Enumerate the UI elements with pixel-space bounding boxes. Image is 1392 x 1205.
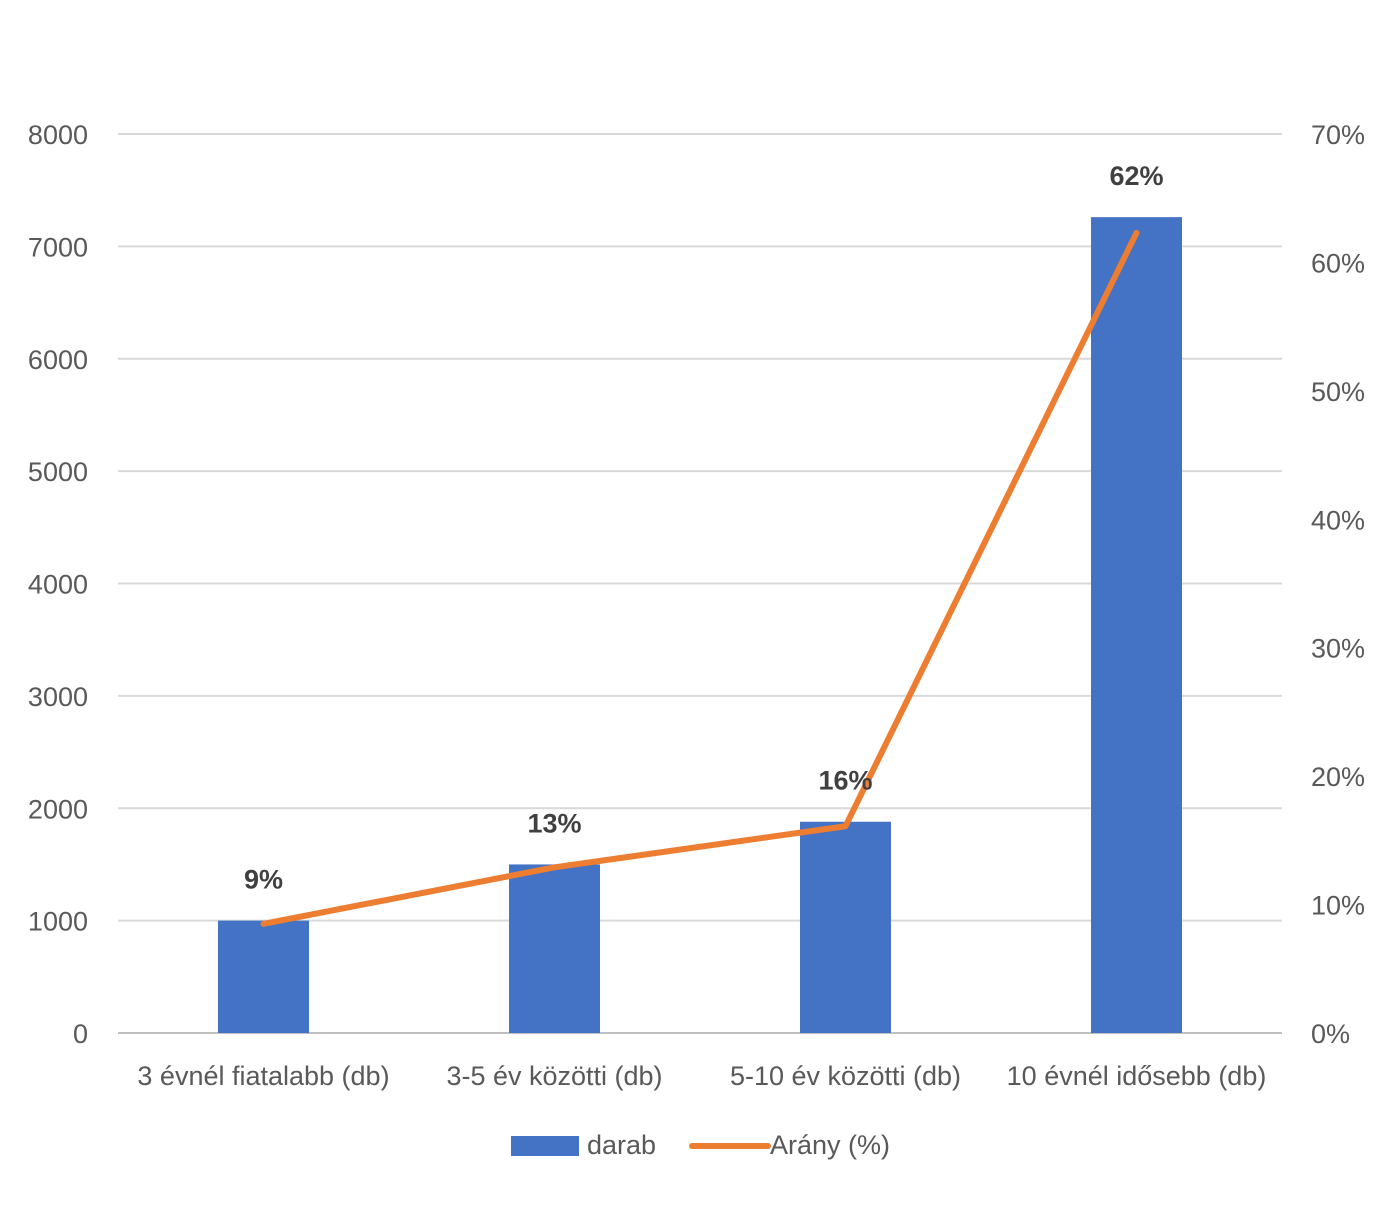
legend-label-darab: darab — [587, 1130, 656, 1160]
bar — [800, 822, 891, 1033]
x-category-label: 5-10 év közötti (db) — [730, 1061, 961, 1091]
right-y-axis: 0% 10% 20% 30% 40% 50% 60% 70% — [1311, 120, 1365, 1049]
bar — [1091, 217, 1182, 1033]
left-tick-label: 1000 — [28, 907, 88, 937]
data-labels: 9% 13% 16% 62% — [244, 161, 1164, 894]
line-arany — [264, 233, 1137, 924]
bar-series — [218, 217, 1182, 1033]
data-label: 62% — [1109, 161, 1163, 191]
left-tick-label: 4000 — [28, 570, 88, 600]
legend: darab Arány (%) — [511, 1130, 890, 1160]
x-category-label: 3 évnél fiatalabb (db) — [137, 1061, 389, 1091]
right-tick-label: 50% — [1311, 377, 1365, 407]
right-tick-label: 70% — [1311, 120, 1365, 150]
left-y-axis: 0 1000 2000 3000 4000 5000 6000 7000 8000 — [28, 120, 88, 1049]
left-tick-label: 3000 — [28, 682, 88, 712]
left-tick-label: 0 — [73, 1019, 88, 1049]
legend-swatch-darab — [511, 1136, 579, 1156]
right-tick-label: 30% — [1311, 634, 1365, 664]
x-category-label: 3-5 év közötti (db) — [446, 1061, 662, 1091]
data-label: 16% — [818, 766, 872, 796]
left-tick-label: 8000 — [28, 120, 88, 150]
right-tick-label: 0% — [1311, 1019, 1350, 1049]
line-series — [263, 233, 1136, 924]
data-label: 13% — [527, 808, 581, 838]
right-tick-label: 60% — [1311, 248, 1365, 278]
left-tick-label: 2000 — [28, 794, 88, 824]
bar — [509, 864, 600, 1033]
data-label: 9% — [244, 865, 283, 895]
left-tick-label: 6000 — [28, 345, 88, 375]
right-tick-label: 40% — [1311, 505, 1365, 535]
left-tick-label: 5000 — [28, 457, 88, 487]
x-axis-categories: 3 évnél fiatalabb (db) 3-5 év közötti (db… — [137, 1061, 1266, 1091]
right-tick-label: 10% — [1311, 891, 1365, 921]
legend-label-arany: Arány (%) — [770, 1130, 890, 1160]
bar — [218, 921, 309, 1033]
right-tick-label: 20% — [1311, 762, 1365, 792]
x-category-label: 10 évnél idősebb (db) — [1007, 1061, 1267, 1091]
left-tick-label: 7000 — [28, 232, 88, 262]
